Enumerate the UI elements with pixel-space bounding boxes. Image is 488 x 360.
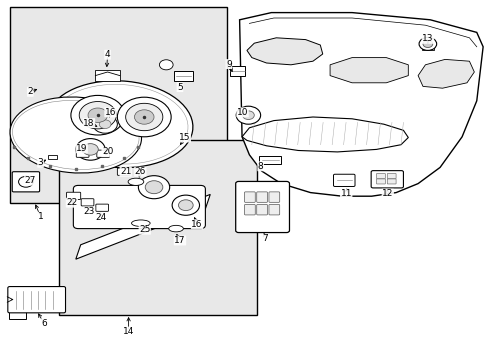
FancyBboxPatch shape [66, 192, 81, 199]
Circle shape [117, 97, 171, 137]
Text: 1: 1 [38, 212, 43, 221]
Bar [9, 311, 26, 319]
Circle shape [71, 95, 124, 135]
Text: 22: 22 [66, 198, 78, 207]
Polygon shape [76, 194, 210, 259]
Text: 16: 16 [191, 220, 203, 229]
Bar [48, 155, 57, 159]
Text: 16: 16 [104, 108, 116, 117]
FancyBboxPatch shape [376, 179, 385, 184]
Text: 20: 20 [102, 148, 113, 156]
Bar [238, 111, 258, 120]
Circle shape [178, 200, 193, 211]
Bar [259, 156, 281, 164]
Text: 15: 15 [179, 133, 190, 142]
FancyBboxPatch shape [376, 174, 385, 179]
Circle shape [145, 181, 163, 194]
FancyBboxPatch shape [97, 150, 109, 157]
FancyBboxPatch shape [12, 172, 40, 192]
Circle shape [79, 102, 116, 129]
Bar [421, 44, 433, 50]
Polygon shape [329, 58, 407, 83]
FancyBboxPatch shape [256, 204, 267, 215]
FancyBboxPatch shape [386, 179, 395, 184]
Text: 23: 23 [83, 207, 95, 216]
FancyBboxPatch shape [256, 192, 267, 202]
Text: 8: 8 [257, 162, 263, 171]
Text: 13: 13 [421, 34, 433, 43]
Ellipse shape [168, 225, 183, 232]
Text: 2: 2 [27, 87, 33, 96]
FancyBboxPatch shape [244, 192, 255, 202]
Circle shape [418, 37, 436, 50]
Circle shape [19, 176, 33, 187]
Text: 21: 21 [120, 167, 131, 176]
FancyBboxPatch shape [73, 185, 205, 229]
Polygon shape [242, 117, 407, 152]
Ellipse shape [128, 178, 143, 185]
FancyBboxPatch shape [386, 174, 395, 179]
Ellipse shape [47, 81, 192, 168]
Circle shape [93, 115, 117, 133]
Circle shape [76, 139, 105, 160]
Circle shape [88, 108, 107, 122]
Polygon shape [417, 59, 473, 88]
Polygon shape [246, 38, 322, 65]
Text: 10: 10 [236, 108, 248, 117]
FancyBboxPatch shape [81, 199, 94, 206]
Polygon shape [239, 13, 482, 196]
FancyBboxPatch shape [370, 171, 403, 188]
Text: 9: 9 [225, 60, 231, 69]
Circle shape [172, 195, 199, 215]
Ellipse shape [131, 220, 150, 226]
Circle shape [99, 120, 111, 129]
Bar [59, 140, 256, 315]
Text: 7: 7 [262, 234, 268, 243]
FancyBboxPatch shape [76, 150, 89, 157]
Circle shape [82, 144, 98, 155]
Bar [229, 66, 245, 76]
Text: 24: 24 [95, 212, 107, 221]
Text: 6: 6 [41, 319, 47, 328]
Text: 19: 19 [76, 144, 87, 153]
Bar [10, 7, 227, 203]
Text: 4: 4 [104, 50, 110, 59]
Bar [173, 71, 193, 81]
Text: 18: 18 [83, 118, 95, 127]
FancyBboxPatch shape [117, 168, 130, 175]
FancyBboxPatch shape [8, 287, 65, 313]
Text: 3: 3 [38, 158, 43, 167]
Text: 12: 12 [381, 189, 393, 198]
Text: 17: 17 [174, 236, 185, 245]
FancyBboxPatch shape [235, 181, 289, 233]
Text: 25: 25 [139, 225, 150, 234]
Circle shape [236, 106, 260, 124]
Text: 5: 5 [177, 83, 183, 91]
Circle shape [125, 103, 163, 131]
FancyBboxPatch shape [244, 204, 255, 215]
Bar [95, 70, 120, 81]
Text: 14: 14 [122, 327, 134, 336]
Circle shape [138, 176, 169, 199]
FancyBboxPatch shape [96, 204, 108, 211]
Circle shape [422, 40, 432, 48]
Text: 11: 11 [340, 189, 351, 198]
Text: 26: 26 [134, 167, 146, 176]
Circle shape [159, 60, 173, 70]
FancyBboxPatch shape [268, 204, 279, 215]
FancyBboxPatch shape [333, 174, 354, 186]
Circle shape [134, 110, 154, 124]
Ellipse shape [10, 97, 141, 173]
FancyBboxPatch shape [268, 192, 279, 202]
Text: 27: 27 [24, 176, 36, 185]
Circle shape [242, 111, 254, 120]
